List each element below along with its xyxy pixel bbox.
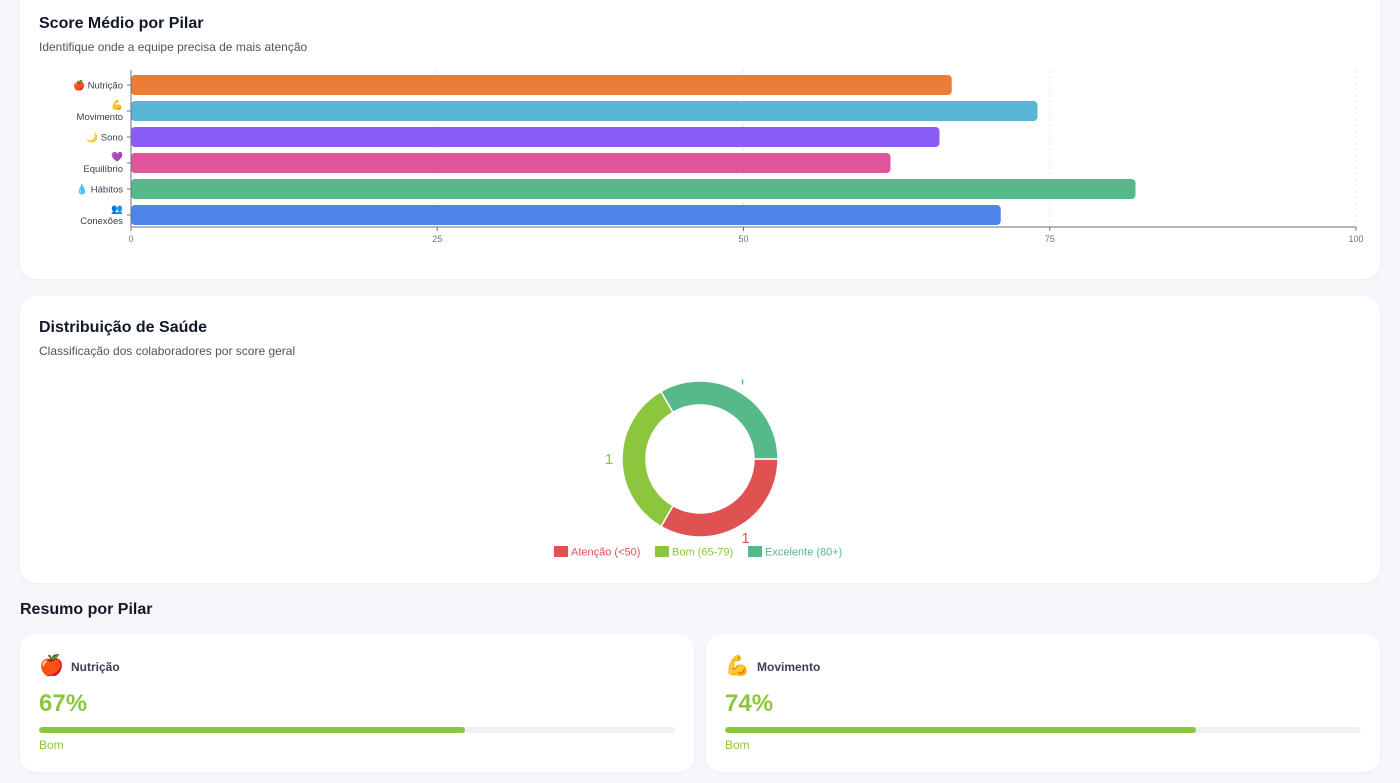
pillar-status: Bom (39, 738, 64, 752)
pillar-status: Bom (725, 738, 750, 752)
score-card-subtitle: Identifique onde a equipe precisa de mai… (39, 40, 308, 54)
bar (131, 179, 1136, 199)
score-by-pillar-card: Score Médio por Pilar Identifique onde a… (20, 0, 1380, 279)
bar (131, 127, 940, 147)
y-tick-label: 🌙 Sono (86, 132, 123, 144)
legend-swatch (655, 546, 669, 557)
distribution-card-subtitle: Classificação dos colaboradores por scor… (39, 344, 296, 358)
pillar-card-nutricao: 🍎 Nutrição 67% Bom (20, 634, 694, 772)
apple-icon: 🍎 (39, 655, 64, 677)
pillar-progress-track (725, 727, 1361, 733)
legend-swatch (554, 546, 568, 557)
bar (131, 153, 891, 173)
bar (131, 205, 1001, 225)
data-label: 1 (741, 530, 749, 547)
distribution-card-title: Distribuição de Saúde (39, 319, 208, 336)
pillar-name: Movimento (757, 660, 821, 674)
score-bar-chart: 🍎 Nutrição 💪 Movimento 🌙 Sono 💜 Equilíbrio 💧 H… (73, 70, 1364, 244)
legend-swatch (748, 546, 762, 557)
pillar-score: 74% (725, 690, 774, 717)
bar (131, 101, 1038, 121)
x-tick-label: 100 (1348, 234, 1363, 244)
pillar-progress-fill (39, 727, 466, 733)
y-tick-label: 💧 Hábitos (76, 184, 123, 196)
donut-slice (659, 458, 779, 538)
y-tick-label: 💪 Movimento (77, 99, 123, 123)
x-tick-label: 25 (432, 234, 442, 244)
bar (131, 75, 952, 95)
pillar-progress-track (39, 727, 675, 733)
health-donut-chart: 1 1 Atenção (<50) Bom (65-79) Excelente (80+… (554, 379, 842, 559)
score-card-title: Score Médio por Pilar (39, 15, 204, 32)
donut-slice (621, 390, 675, 528)
pillar-card-movimento: 💪 Movimento 74% Bom (706, 634, 1380, 772)
pillar-progress-fill (725, 727, 1196, 733)
health-distribution-card: Distribuição de Saúde Classificação dos … (20, 296, 1380, 583)
donut-slice (659, 380, 779, 460)
data-label: 1 (605, 451, 613, 468)
y-tick-label: 👥 Conexões (80, 204, 123, 227)
pillar-score: 67% (39, 690, 88, 717)
legend-label: Atenção (<50) (571, 547, 640, 559)
resumo-section-title: Resumo por Pilar (20, 601, 153, 618)
legend-label: Excelente (80+) (765, 547, 842, 559)
pillar-name: Nutrição (71, 660, 120, 674)
x-tick-label: 75 (1045, 234, 1055, 244)
x-tick-label: 0 (128, 234, 133, 244)
x-tick-label: 50 (738, 234, 748, 244)
y-tick-label: 💜 Equilíbrio (83, 151, 123, 175)
flexed-bicep-icon: 💪 (725, 655, 750, 677)
y-tick-label: 🍎 Nutrição (73, 80, 123, 92)
legend-label: Bom (65-79) (672, 547, 733, 559)
